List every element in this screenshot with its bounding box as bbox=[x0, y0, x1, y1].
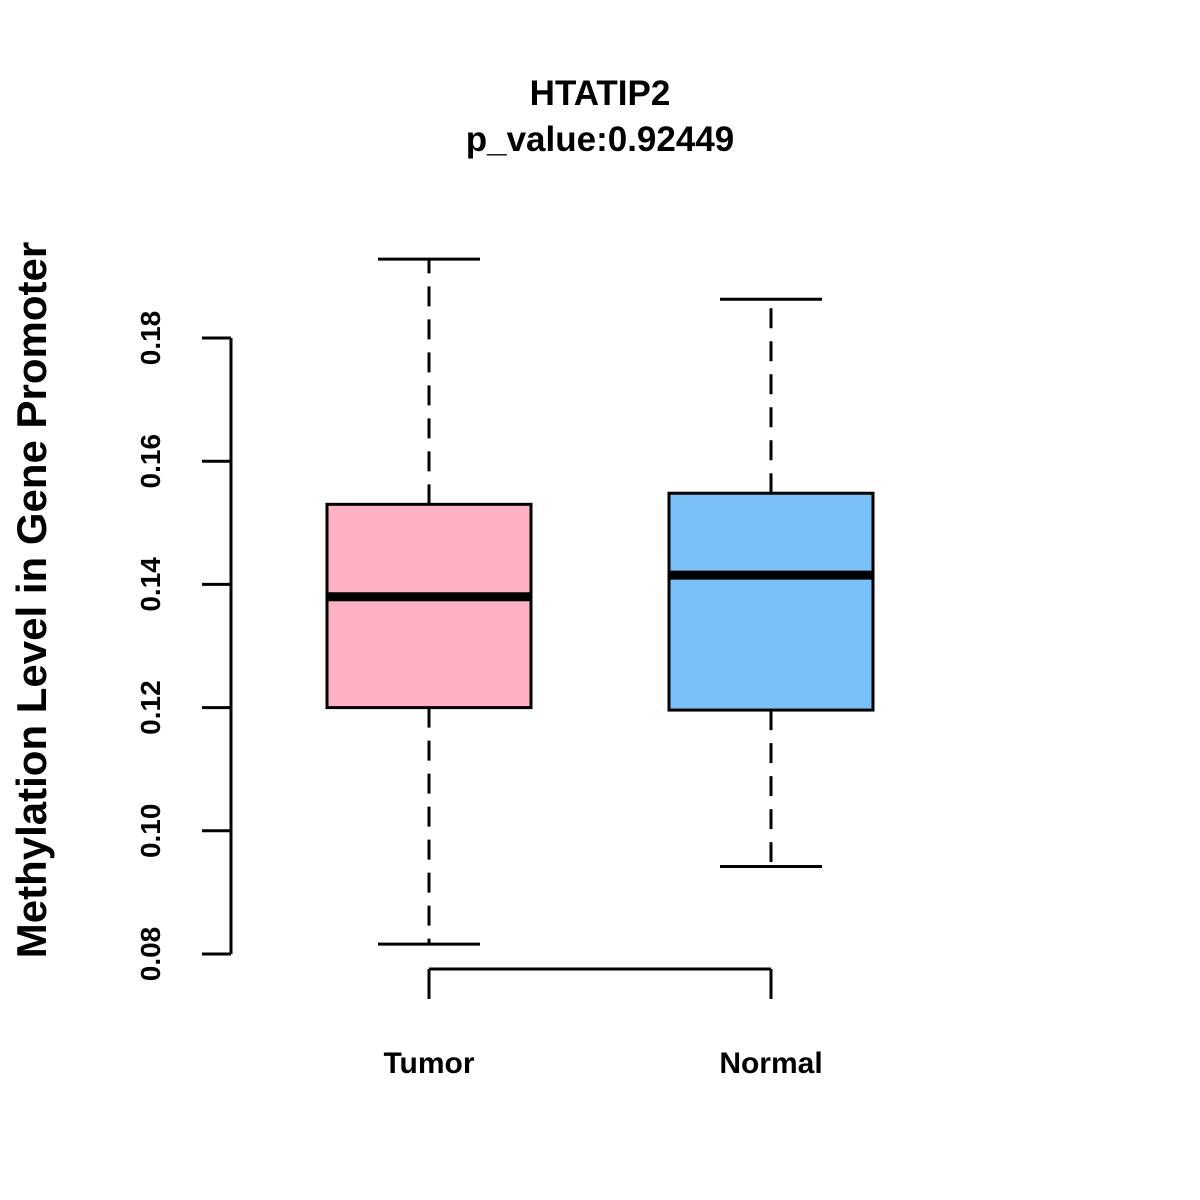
y-tick-label: 0.18 bbox=[135, 311, 166, 366]
y-tick-label: 0.08 bbox=[135, 927, 166, 982]
box-tumor bbox=[325, 257, 533, 946]
y-axis-label: Methylation Level in Gene Promoter bbox=[8, 242, 55, 958]
y-tick-label: 0.14 bbox=[135, 557, 166, 612]
x-tick-label: Normal bbox=[719, 1047, 822, 1080]
x-axis: Tumor Normal bbox=[383, 967, 823, 1080]
box-group bbox=[325, 257, 875, 946]
box-body bbox=[667, 491, 875, 712]
chart-subtitle: p_value:0.92449 bbox=[466, 120, 735, 159]
x-tick-label: Tumor bbox=[383, 1047, 474, 1080]
y-tick-label: 0.12 bbox=[135, 680, 166, 735]
chart-title: HTATIP2 bbox=[530, 74, 671, 113]
y-tick-label: 0.16 bbox=[135, 434, 166, 489]
box-normal bbox=[667, 297, 875, 869]
y-tick-label: 0.10 bbox=[135, 804, 166, 859]
y-axis: 0.08 0.10 0.12 0.14 0.16 0.18 bbox=[135, 311, 233, 982]
box-body bbox=[325, 502, 533, 710]
